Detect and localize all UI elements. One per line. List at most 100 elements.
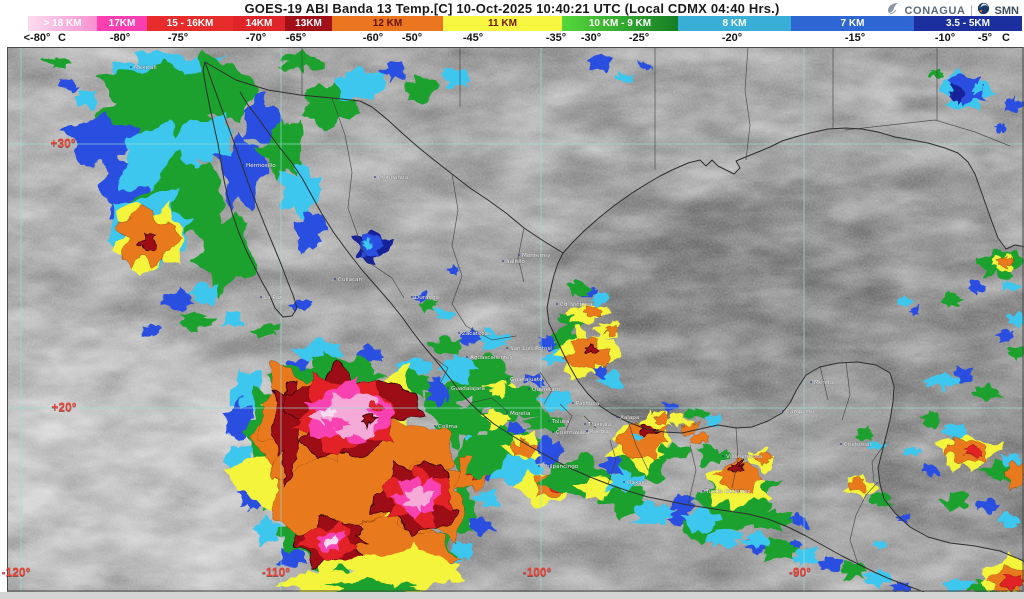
cloud-blob-or (562, 336, 609, 373)
state-border-line (451, 173, 463, 277)
state-border-line (819, 365, 829, 401)
state-border-line (465, 325, 517, 341)
cloud-blob-cy (947, 578, 975, 592)
city-marker (334, 278, 336, 280)
cloud-blob-cy (632, 433, 649, 444)
cloud-blob-bl (965, 279, 986, 294)
cloud-blob-cy (904, 446, 921, 459)
city-label: Pachuca (576, 401, 599, 407)
temp-label-8: -50° (401, 32, 423, 44)
cloud-blob-or (847, 477, 868, 495)
cloud-blob-rd (1001, 575, 1024, 592)
city-marker (810, 381, 812, 383)
state-border-line (583, 415, 597, 429)
cloud-blob-cy (1003, 280, 1022, 292)
temp-label-2: C (58, 32, 66, 44)
cloud-blob-cy (282, 164, 322, 222)
legend-band-8: 10 KM - 9 KM (562, 16, 678, 31)
legend-band-2: 17KM (97, 16, 147, 31)
cloud-blob-cy (861, 569, 890, 587)
city-label: Guadalajara (451, 386, 485, 392)
cloud-blob-cy (437, 68, 473, 88)
cloud-blob-lp (309, 393, 379, 439)
cloud-blob-bl (216, 135, 269, 213)
cloud-blob-cy (921, 373, 959, 394)
state-border-line (331, 97, 369, 263)
city-label: Mérida (814, 379, 833, 386)
cloud-blob-bl (355, 346, 386, 365)
cloud-blob-cy (893, 293, 912, 306)
cloud-blob-bl (468, 514, 494, 537)
cloud-blob-yl (483, 381, 518, 400)
cloud-blob-cy (361, 237, 374, 248)
cloud-blob-bl (887, 578, 911, 592)
legend-band-4: 14KM (233, 16, 285, 31)
city-label: Querétaro (532, 386, 561, 393)
cloud-blob-rd (367, 400, 383, 413)
cloud-blob-gn (971, 381, 1004, 401)
cloud-blob-or (683, 422, 700, 435)
temp-label-1: <-80° (23, 32, 51, 44)
legend-band-11: 3.5 - 5KM (914, 16, 1022, 31)
cloud-blob-dr (359, 416, 376, 427)
conagua-logo-icon (886, 2, 900, 20)
cloud-blob-gn (852, 427, 874, 442)
city-marker (411, 296, 413, 298)
state-border-line (431, 355, 449, 385)
cloud-blob-bl (787, 540, 802, 551)
cloud-blob-cy (220, 313, 247, 330)
legend-band-10: 7 KM (791, 16, 914, 31)
cloud-blob-gn (937, 293, 964, 307)
state-border-line (539, 371, 553, 405)
city-marker (447, 387, 449, 389)
city-label: Saltillo (506, 259, 525, 265)
cloud-blob-wp (320, 406, 342, 418)
cloud-blob-pk (321, 417, 352, 431)
gulf-coastline (546, 127, 1024, 562)
temp-label-9: -45° (462, 32, 484, 44)
cloud-blob-cy (435, 308, 453, 320)
cloud-blob-gn (568, 280, 589, 295)
city-marker (572, 402, 574, 404)
city-label: Chihuahua (378, 175, 408, 181)
cloud-blob-cy (679, 509, 724, 533)
state-border-line (607, 439, 617, 485)
baja-california-coastline (202, 61, 298, 318)
cloud-blob-gn (417, 298, 441, 315)
cloud-blob-bl (59, 112, 142, 178)
cloud-blob-bl (138, 321, 169, 339)
cloud-blob-gn (449, 405, 499, 439)
cloud-blob-cy (479, 330, 516, 352)
cloud-blob-nv (946, 83, 964, 104)
cloud-blob-cy (867, 438, 887, 451)
cloud-blob-gn (684, 405, 709, 423)
cloud-blob-or (601, 324, 617, 335)
page-title: GOES-19 ABI Banda 13 Temp.[C] 10-Oct-202… (244, 1, 780, 16)
smn-logo-text: SMN (994, 5, 1019, 17)
cloud-blob-yl (484, 410, 512, 427)
state-border-line (687, 444, 697, 506)
longitude-label: -110° (261, 565, 291, 579)
state-border-line (731, 426, 739, 489)
cloud-blob-bl (788, 513, 809, 528)
cloud-blob-bl (448, 264, 462, 276)
longitude-label: -120° (1, 565, 31, 579)
city-label: Cuernavaca (556, 430, 589, 436)
cloud-blob-lp (402, 484, 435, 513)
cloud-blob-bl (286, 297, 309, 315)
cloud-blob-bl (671, 496, 693, 516)
cloud-blob-cy (700, 413, 722, 427)
state-border-line (871, 441, 887, 483)
state-border-line (451, 275, 467, 327)
city-label: Chilpancingo (542, 464, 579, 470)
state-border-line (627, 420, 649, 471)
cloud-blob-rd (965, 444, 983, 458)
cloud-blob-yl (669, 412, 692, 428)
city-marker (502, 260, 504, 262)
cloud-blob-gn (696, 444, 729, 465)
agency-logos: CONAGUA SMN (883, 2, 1021, 20)
city-marker (374, 176, 376, 178)
city-marker (458, 332, 460, 334)
cloud-blob-gn (43, 54, 73, 69)
city-marker (586, 430, 588, 432)
